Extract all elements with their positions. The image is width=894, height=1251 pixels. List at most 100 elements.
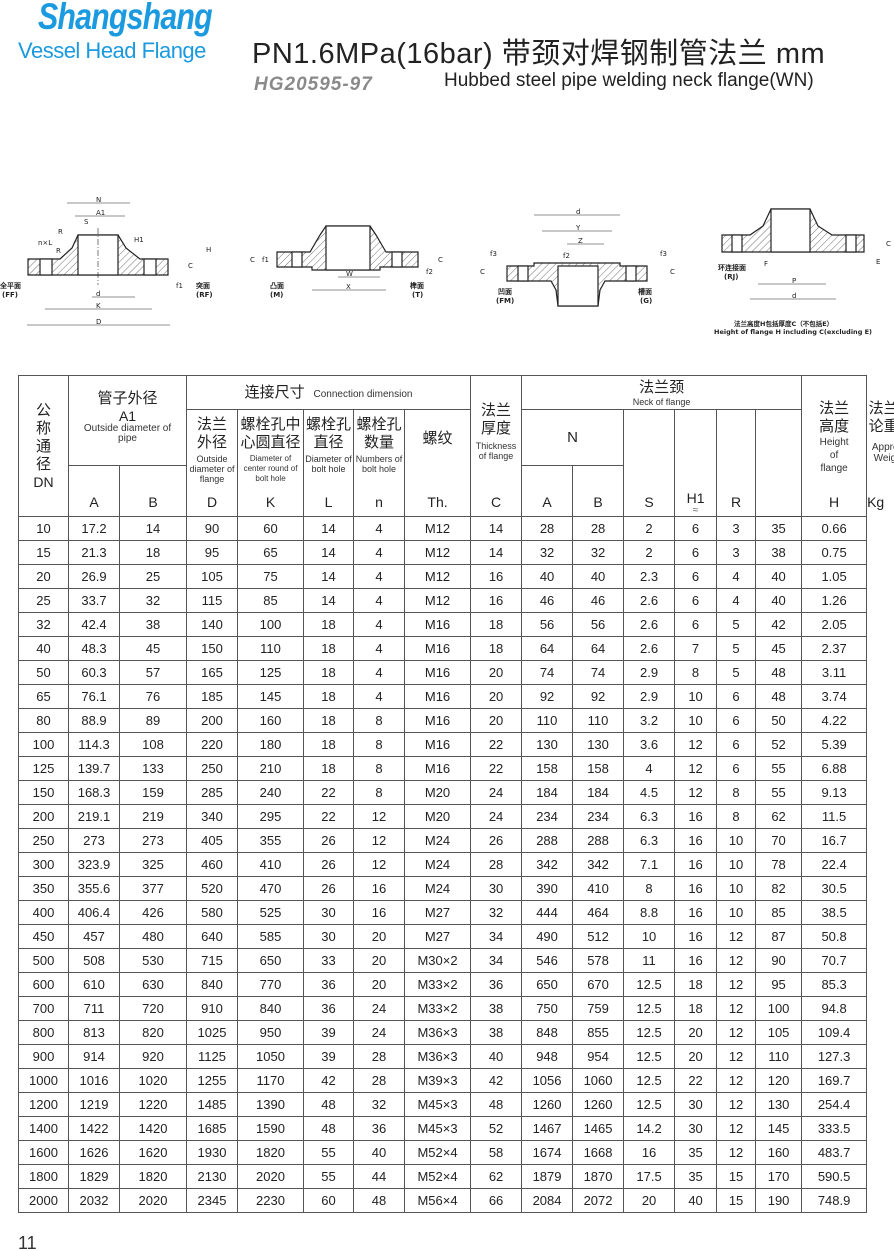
table-cell: 115 (186, 588, 239, 613)
header-pipe-sym: A1 (118, 408, 137, 424)
table-cell: M20 (404, 804, 472, 829)
header-a-sym: A (89, 494, 99, 510)
table-cell: 25 (18, 588, 69, 613)
table-cell: 16 (674, 948, 718, 973)
table-cell: 900 (18, 1044, 69, 1069)
header-b: B (118, 465, 188, 517)
table-cell: 58 (470, 1140, 523, 1165)
table-cell: 1467 (521, 1116, 574, 1141)
table-cell: 1125 (186, 1044, 239, 1069)
table-cell: 14 (303, 588, 355, 613)
dim-label: F (764, 260, 768, 268)
table-cell: 109.4 (801, 1020, 868, 1045)
table-cell: 14 (118, 516, 188, 541)
table-cell: 530 (118, 948, 188, 973)
table-cell: 60 (303, 1188, 355, 1213)
table-cell: 6 (674, 564, 718, 589)
table-cell: 22.4 (801, 852, 868, 877)
table-cell: 6.3 (623, 828, 676, 853)
table-cell: 30 (303, 900, 355, 925)
table-cell: M36×3 (404, 1020, 472, 1045)
table-cell: 200 (18, 804, 69, 829)
header-s-sym: S (644, 494, 654, 510)
table-cell: 2.9 (623, 684, 676, 709)
table-cell: 2020 (118, 1188, 188, 1213)
diagram-rj-labels: F P d C E 环连接面 (RJ) 法兰高度H包括厚度C（不包括E） Hei… (714, 240, 891, 336)
header-neck-zh: 法兰颈 (639, 379, 685, 396)
table-cell: 190 (755, 1188, 803, 1213)
table-row: 20 26.9 25 105 75 14 4 M12 16 40 40 2.3 6 4 40 1.05 (18, 564, 868, 589)
header-neck-a: A (521, 465, 574, 517)
diagram-rj (721, 208, 865, 300)
table-cell: M12 (404, 540, 472, 565)
table-cell: 42 (470, 1068, 523, 1093)
table-cell: 8 (353, 708, 406, 733)
table-cell: M33×2 (404, 996, 472, 1021)
header-th-sym: Th. (427, 494, 448, 510)
table-cell: 150 (186, 636, 239, 661)
table-cell: 1.05 (801, 564, 868, 589)
table-cell: 120 (755, 1068, 803, 1093)
table-cell: 2.37 (801, 636, 868, 661)
table-cell: 16 (470, 588, 523, 613)
header-h-sym: H (829, 494, 840, 510)
table-cell: 1870 (572, 1164, 625, 1189)
dim-label: f3 (660, 250, 667, 258)
table-cell: 36 (303, 972, 355, 997)
table-cell: 25 (118, 564, 188, 589)
table-cell: 457 (68, 924, 120, 949)
table-cell: 512 (572, 924, 625, 949)
table-cell: 110 (237, 636, 305, 661)
table-cell: 1220 (118, 1092, 188, 1117)
table-cell: 340 (186, 804, 239, 829)
table-row: 1200 1219 1220 1485 1390 48 32 M45×3 48 1260 1260 1… (18, 1092, 868, 1117)
table-cell: 273 (118, 828, 188, 853)
table-cell: 250 (186, 756, 239, 781)
diagram-fm-g (506, 214, 648, 307)
header-pipe-en: Outside diameter of pipe (83, 423, 172, 444)
table-cell: 342 (572, 852, 625, 877)
dim-label: Z (578, 237, 583, 245)
table-cell: 44 (353, 1164, 406, 1189)
table-cell: M12 (404, 588, 472, 613)
table-cell: 21.3 (68, 540, 120, 565)
table-cell: 377 (118, 876, 188, 901)
table-cell: 32 (18, 612, 69, 637)
table-cell: 6 (716, 684, 757, 709)
table-cell: 16 (623, 1140, 676, 1165)
table-cell: 8 (353, 756, 406, 781)
table-cell: 10 (716, 828, 757, 853)
table-cell: 2.6 (623, 612, 676, 637)
dim-label: C (886, 240, 891, 248)
header-c-zh: 法兰厚度 (481, 402, 512, 437)
table-cell: 578 (572, 948, 625, 973)
table-cell: 848 (521, 1020, 574, 1045)
table-row: 50 60.3 57 165 125 18 4 M16 20 74 74 2.9 8 5 48 3.11 (18, 660, 868, 685)
table-cell: 22 (303, 780, 355, 805)
table-cell: 20 (353, 972, 406, 997)
table-cell: 30 (674, 1092, 718, 1117)
diagram-fm-g-labels: d Y Z f3 f2 f3 C C 凹面 (FM) 槽面 (G) (480, 208, 675, 305)
table-cell: 56 (521, 612, 574, 637)
header-w-zh: 法兰理论重量 (868, 400, 894, 435)
table-cell: 40 (755, 564, 803, 589)
table-row: 900 914 920 1125 1050 39 28 M36×3 40 948 954 12.5 20… (18, 1044, 868, 1069)
header-l: 螺栓孔直径 Diameter of bolt hole L (303, 409, 355, 517)
table-cell: 8.8 (623, 900, 676, 925)
table-cell: 88.9 (68, 708, 120, 733)
table-cell: 40 (18, 636, 69, 661)
table-cell: 40 (572, 564, 625, 589)
table-cell: 1590 (237, 1116, 305, 1141)
table-cell: 1685 (186, 1116, 239, 1141)
table-cell: 948 (521, 1044, 574, 1069)
header-k-sym: K (265, 494, 276, 510)
table-cell: 1255 (186, 1068, 239, 1093)
table-cell: 14 (303, 540, 355, 565)
table-row: 1400 1422 1420 1685 1590 48 36 M45×3 52 1467 1465 1… (18, 1116, 868, 1141)
table-cell: 1260 (521, 1092, 574, 1117)
table-cell: 11.5 (801, 804, 868, 829)
table-cell: 2.6 (623, 588, 676, 613)
table-cell: 80 (18, 708, 69, 733)
table-cell: 10 (674, 684, 718, 709)
table-cell: 105 (186, 564, 239, 589)
